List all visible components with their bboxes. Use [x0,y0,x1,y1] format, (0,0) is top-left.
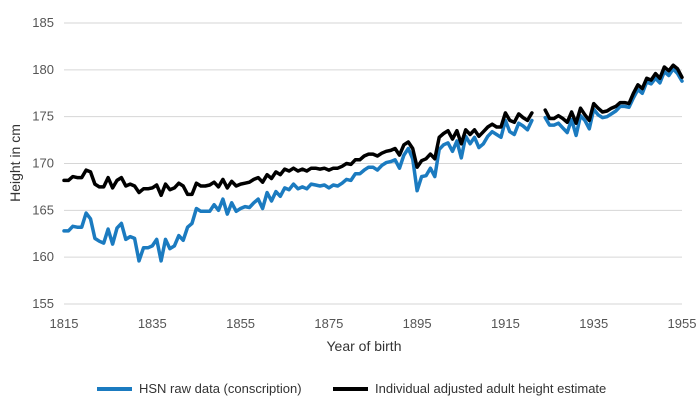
series-line-1 [62,67,684,263]
x-tick-label-1915: 1915 [491,316,520,331]
y-tick-label-175: 175 [32,109,54,124]
x-tick-label-1955: 1955 [668,316,697,331]
gridlines [64,22,682,305]
x-tick-label-1895: 1895 [403,316,432,331]
legend-label-series-1: HSN raw data (conscription) [139,381,302,396]
y-tick-label-160: 160 [32,249,54,264]
x-tick-label-1875: 1875 [314,316,343,331]
x-tick-label-1935: 1935 [579,316,608,331]
y-axis-title: Height in cm [7,124,23,202]
y-tick-label-180: 180 [32,62,54,77]
x-tick-label-1815: 1815 [50,316,79,331]
y-tick-label-165: 165 [32,202,54,217]
x-tick-label-1835: 1835 [138,316,167,331]
legend-label-series-2: Individual adjusted adult height estimat… [375,381,606,396]
y-tick-label-170: 170 [32,156,54,171]
tick-labels: 155 160 165 170 175 180 185 1815 1835 1855 1875 189… [32,15,696,331]
y-tick-label-185: 185 [32,15,54,30]
legend: HSN raw data (conscription) Individual a… [97,381,606,396]
series-lines [62,63,684,263]
series-line-2 [62,63,684,198]
x-tick-label-1855: 1855 [226,316,255,331]
y-tick-label-155: 155 [32,296,54,311]
x-axis-title: Year of birth [327,338,402,354]
